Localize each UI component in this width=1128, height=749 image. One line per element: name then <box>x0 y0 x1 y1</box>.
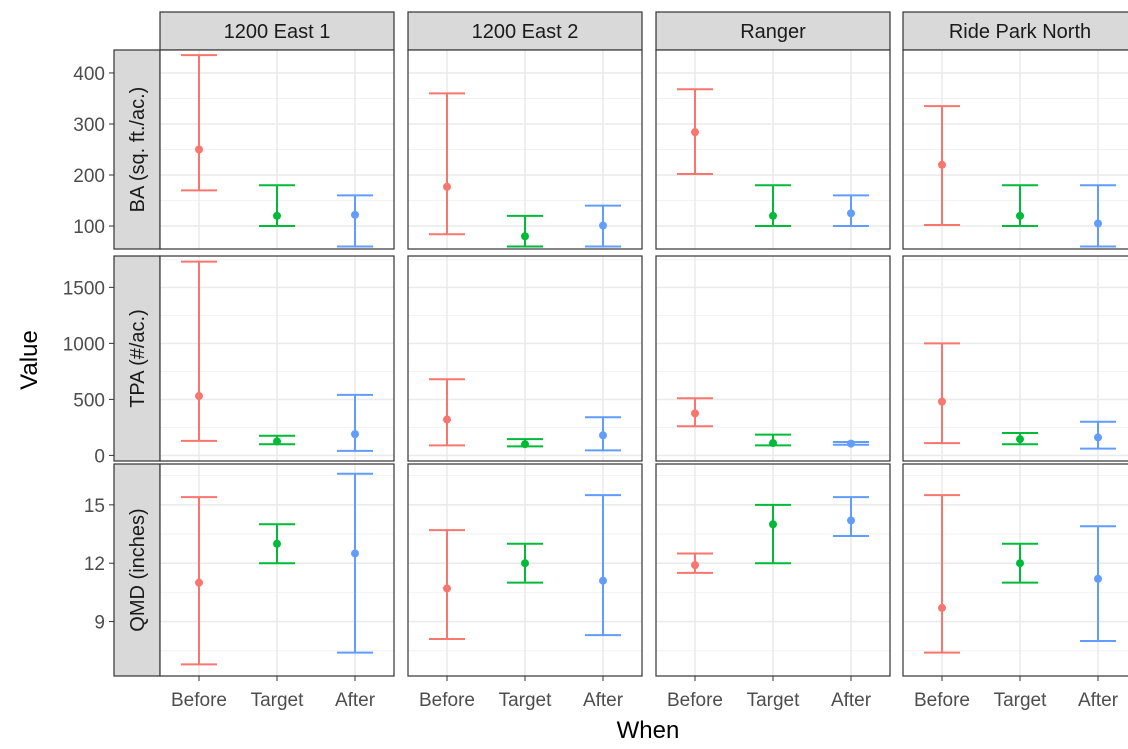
x-tick-label: Target <box>747 690 801 711</box>
x-tick-label: Before <box>419 690 475 711</box>
x-tick-label: Before <box>914 690 970 711</box>
data-point-before <box>938 160 946 169</box>
y-tick-label: 1000 <box>63 334 105 355</box>
facet-panel <box>159 255 395 462</box>
facet-panel <box>407 463 643 677</box>
data-point-target <box>1016 211 1024 220</box>
data-point-target <box>273 211 281 220</box>
data-point-target <box>521 559 529 568</box>
y-tick-label: 15 <box>84 496 105 517</box>
y-tick-label: 100 <box>73 217 105 238</box>
data-point-before <box>443 584 451 593</box>
facet-panel <box>902 255 1128 462</box>
y-tick-label: 9 <box>94 613 105 634</box>
y-tick-label: 1500 <box>63 278 105 299</box>
facet-panel <box>902 49 1128 250</box>
data-point-after <box>1094 574 1102 583</box>
data-point-after <box>351 549 359 558</box>
facet-panel <box>407 49 643 250</box>
y-tick-label: 12 <box>84 554 105 575</box>
x-tick-label: Target <box>251 690 305 711</box>
x-tick-label: Target <box>994 690 1048 711</box>
facet-strip-column <box>902 11 1128 51</box>
facet-strip-row-label: QMD (inches) <box>127 508 149 631</box>
y-tick-label: 0 <box>94 446 105 467</box>
data-point-target <box>769 211 777 220</box>
data-point-target <box>521 440 529 449</box>
panel-border <box>407 49 643 250</box>
data-point-after <box>847 209 855 218</box>
facet-panel <box>407 255 643 462</box>
x-tick-label: Target <box>499 690 553 711</box>
data-point-after <box>599 576 607 585</box>
facet-strip-row <box>113 255 161 462</box>
data-point-target <box>769 520 777 529</box>
panel-border <box>159 49 395 250</box>
panel-border <box>902 49 1128 250</box>
y-tick-label: 500 <box>73 390 105 411</box>
data-point-after <box>351 430 359 439</box>
y-tick-label: 400 <box>73 64 105 85</box>
facet-panel <box>159 49 395 250</box>
x-tick-label: After <box>831 690 872 711</box>
facet-strip-column-label: 1200 East 2 <box>472 21 579 43</box>
data-point-after <box>599 431 607 440</box>
facet-strip-column-label: Ride Park North <box>949 21 1091 43</box>
data-point-before <box>195 392 203 401</box>
facet-panel <box>655 463 891 677</box>
data-point-after <box>599 221 607 230</box>
x-tick-label: Before <box>667 690 723 711</box>
data-point-before <box>938 397 946 406</box>
x-tick-label: After <box>335 690 376 711</box>
y-axis-title: Value <box>16 330 43 390</box>
facet-strip-column-label: Ranger <box>740 21 806 43</box>
data-point-target <box>273 539 281 548</box>
facet-strip-row-label: BA (sq. ft./ac.) <box>127 87 149 213</box>
data-point-target <box>273 437 281 446</box>
facet-panel <box>159 463 395 677</box>
facet-panel <box>655 49 891 250</box>
data-point-before <box>691 128 699 137</box>
data-point-before <box>938 603 946 612</box>
panel-border <box>655 255 891 462</box>
data-point-target <box>769 439 777 448</box>
data-point-before <box>691 561 699 570</box>
data-point-target <box>1016 559 1024 568</box>
facet-panel <box>655 255 891 462</box>
x-tick-label: Before <box>171 690 227 711</box>
facet-strip-column <box>407 11 643 51</box>
panel-border <box>407 255 643 462</box>
data-point-before <box>443 182 451 191</box>
data-point-before <box>195 145 203 154</box>
x-tick-label: After <box>583 690 624 711</box>
panel-border <box>655 49 891 250</box>
data-point-after <box>847 439 855 448</box>
data-point-after <box>847 516 855 525</box>
y-tick-label: 200 <box>73 166 105 187</box>
facet-strip-column-label: 1200 East 1 <box>224 21 331 43</box>
x-axis-title: When <box>617 717 680 744</box>
y-tick-label: 300 <box>73 115 105 136</box>
data-point-after <box>1094 219 1102 228</box>
data-point-before <box>443 415 451 424</box>
data-point-target <box>521 232 529 241</box>
facet-strip-column <box>159 11 395 51</box>
facet-strip-column <box>655 11 891 51</box>
panel-background <box>903 256 1128 461</box>
panel-border <box>159 255 395 462</box>
x-tick-label: After <box>1078 690 1119 711</box>
facet-panel <box>902 463 1128 677</box>
data-point-before <box>195 578 203 587</box>
panel-border <box>902 255 1128 462</box>
data-point-after <box>351 210 359 219</box>
data-point-before <box>691 409 699 418</box>
data-point-after <box>1094 433 1102 442</box>
facet-strip-row <box>113 49 161 250</box>
facet-strip-row-label: TPA (#/ac.) <box>127 309 149 408</box>
data-point-target <box>1016 435 1024 444</box>
